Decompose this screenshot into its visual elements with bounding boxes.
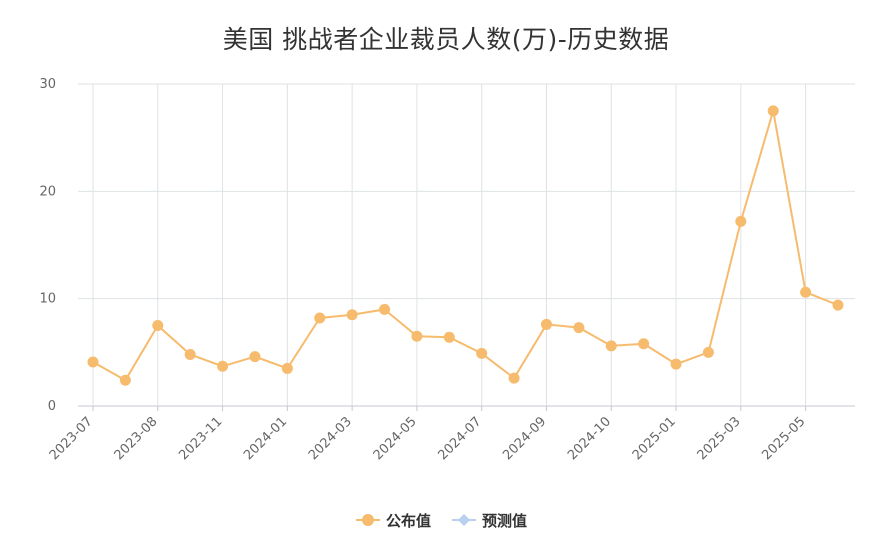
x-tick-label: 2024-10: [565, 414, 614, 463]
x-tick-label: 2025-03: [695, 414, 744, 463]
y-tick-label: 10: [39, 292, 56, 307]
legend-item: 预测值: [452, 512, 527, 530]
data-point: [281, 362, 293, 374]
data-point: [832, 299, 844, 311]
data-point: [605, 340, 617, 352]
y-tick-label: 0: [48, 399, 56, 414]
x-tick-label: 2024-07: [436, 414, 485, 463]
x-tick-label: 2024-05: [371, 414, 420, 463]
data-point: [476, 347, 488, 359]
data-point: [670, 358, 682, 370]
series-line: [92, 109, 839, 382]
data-point: [249, 351, 261, 363]
data-point: [767, 105, 779, 117]
x-tick-label: 2024-03: [306, 414, 355, 463]
data-point: [540, 318, 552, 330]
legend-label: 公布值: [386, 512, 431, 530]
y-tick-label: 20: [39, 184, 56, 199]
x-tick-label: 2025-01: [630, 414, 679, 463]
y-tick-label: 30: [39, 77, 56, 92]
data-point: [346, 309, 358, 321]
data-point: [411, 330, 423, 342]
data-point: [638, 338, 650, 350]
legend-label: 预测值: [482, 512, 527, 530]
x-tick-label: 2023-07: [47, 414, 96, 463]
legend-marker-circle: [362, 514, 374, 526]
data-point: [443, 331, 455, 343]
x-tick-label: 2024-01: [241, 414, 290, 463]
data-point: [217, 360, 229, 372]
x-tick-label: 2024-09: [500, 414, 549, 463]
chart-title: 美国 挑战者企业裁员人数(万)-历史数据: [222, 25, 670, 54]
data-point: [379, 303, 391, 315]
data-point: [800, 286, 812, 298]
legend-marker-diamond: [458, 514, 470, 526]
data-point: [87, 356, 99, 368]
data-point: [119, 374, 131, 386]
data-point: [735, 215, 747, 227]
data-point: [152, 320, 164, 331]
legend-item: 公布值: [356, 512, 431, 530]
data-point: [184, 348, 196, 360]
x-tick-label: 2023-11: [176, 414, 225, 463]
x-tick-label: 2025-05: [759, 414, 808, 463]
data-point: [508, 372, 520, 384]
data-point: [702, 346, 714, 358]
data-point: [573, 322, 585, 334]
data-point: [314, 312, 326, 324]
x-tick-label: 2023-08: [112, 414, 161, 463]
